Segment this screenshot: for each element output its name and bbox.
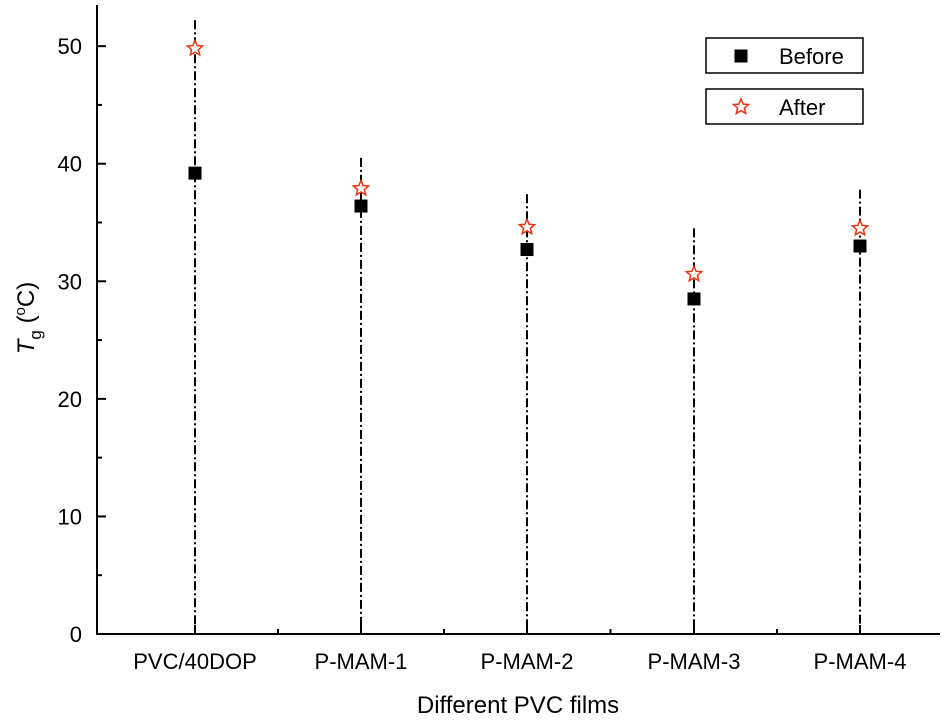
y-title-symbol: T <box>13 337 40 354</box>
y-title-close: C) <box>13 282 40 307</box>
axes: 0 10 20 30 40 50 PVC/40DOP P-MAM-1 P-MAM-2 P-MAM-… <box>12 5 940 719</box>
legend-label-after: After <box>779 95 825 120</box>
plot-area <box>185 20 870 634</box>
legend-marker-before <box>734 49 748 63</box>
marker-after-p-mam-4 <box>850 218 870 237</box>
x-axis-title: Different PVC films <box>417 692 619 719</box>
x-tick-label: P-MAM-4 <box>814 649 907 674</box>
y-title-subscript: g <box>26 330 45 339</box>
y-tick-label: 50 <box>58 34 82 59</box>
x-tick-label: P-MAM-3 <box>648 649 741 674</box>
y-axis-title: Tg (oC) <box>12 282 45 354</box>
y-tick-label: 20 <box>58 387 82 412</box>
legend-box-before <box>705 37 864 74</box>
y-tick-label: 40 <box>58 152 82 177</box>
marker-after-p-mam-2 <box>517 217 537 236</box>
y-tick-label: 30 <box>58 269 82 294</box>
x-tick-label: P-MAM-2 <box>481 649 574 674</box>
marker-after-p-mam-1 <box>351 178 371 197</box>
y-tick-label: 0 <box>70 622 82 647</box>
marker-after-p-mam-3 <box>684 264 704 283</box>
legend-marker-after <box>731 97 751 116</box>
marker-before-p-mam-1 <box>354 199 368 213</box>
y-title-open: ( <box>13 315 40 330</box>
x-tick-label: P-MAM-1 <box>315 649 408 674</box>
x-tick-label: PVC/40DOP <box>133 649 257 674</box>
legend: Before After <box>705 37 864 125</box>
y-tick-label: 10 <box>58 504 82 529</box>
marker-before-p-mam-4 <box>853 239 867 253</box>
y-title-degree: o <box>12 307 29 315</box>
legend-box-after <box>705 88 864 125</box>
legend-label-before: Before <box>779 44 844 69</box>
marker-before-pvc-40dop <box>188 166 202 180</box>
marker-before-p-mam-2 <box>520 243 534 257</box>
marker-after-pvc-40dop <box>185 38 205 57</box>
marker-before-p-mam-3 <box>687 292 701 306</box>
